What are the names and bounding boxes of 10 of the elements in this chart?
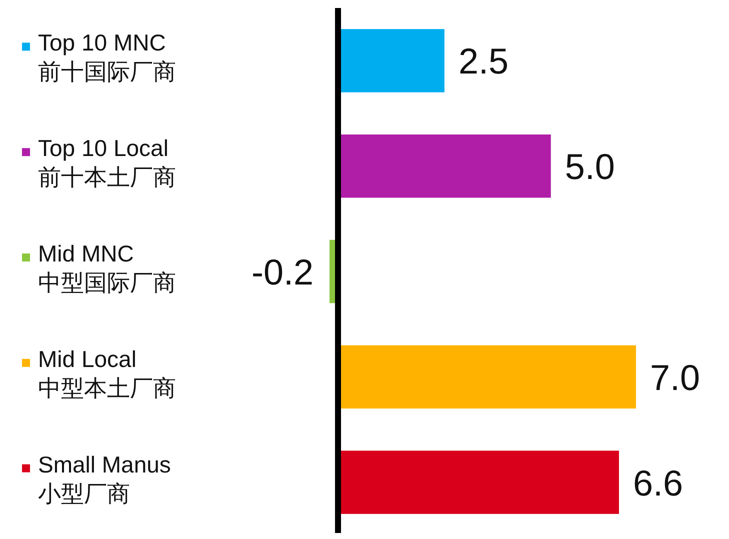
category-label: Top 10 Local 前十本土厂商 bbox=[38, 135, 176, 190]
category-label: Mid MNC 中型国际厂商 bbox=[38, 240, 176, 296]
value-label: 2.5 bbox=[458, 40, 508, 82]
value-label: 5.0 bbox=[564, 146, 615, 188]
category-label: Top 10 MNC 前十国际厂商 bbox=[38, 30, 176, 85]
value-label: 6.6 bbox=[632, 462, 684, 504]
value-label: 7.0 bbox=[650, 356, 700, 398]
category-label: Small Manus 小型厂商 bbox=[38, 451, 171, 506]
category-label: Mid Local 中型本土厂商 bbox=[38, 346, 176, 401]
value-label: -0.2 bbox=[251, 252, 314, 292]
